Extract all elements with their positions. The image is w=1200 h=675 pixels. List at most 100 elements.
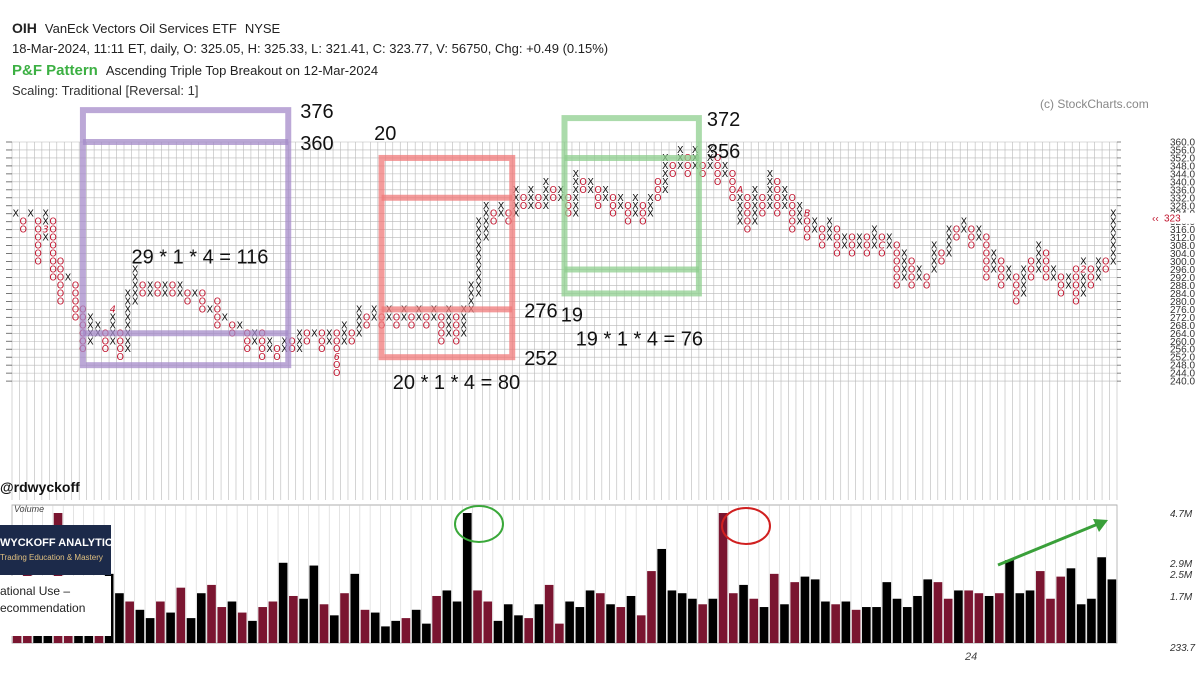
volume-bar [299, 598, 308, 643]
x-box: X [65, 272, 72, 283]
o-box: O [788, 225, 795, 236]
purple-mid-label: 360 [300, 133, 333, 155]
red-low-label: 276 [524, 300, 557, 322]
o-box: O [863, 233, 870, 244]
watermark-handle: @rdwyckoff [0, 479, 80, 495]
o-box: O [57, 280, 64, 291]
x-box: X [356, 304, 363, 315]
volume-bar [831, 604, 840, 643]
x-box: X [192, 288, 199, 299]
volume-bar [1056, 576, 1066, 643]
volume-bar [1087, 598, 1096, 643]
x-box: X [460, 312, 467, 323]
volume-bar [350, 573, 360, 643]
o-box: O [1042, 257, 1049, 268]
o-box: O [102, 336, 109, 347]
x-box: X [1065, 272, 1072, 283]
o-box: O [490, 209, 497, 220]
o-box: O [243, 336, 250, 347]
volume-bar [483, 601, 493, 643]
o-box: O [699, 161, 706, 172]
x-box: X [931, 249, 938, 260]
volume-scale-label: 2.5M [1169, 570, 1193, 581]
x-box: X [1020, 280, 1027, 291]
x-box: X [543, 185, 550, 196]
o-box: O [968, 225, 975, 236]
o-box: O [908, 257, 915, 268]
y-tick-label: 276.0 [1170, 305, 1195, 316]
o-box: O [908, 272, 915, 283]
red-top-label: 20 [374, 123, 396, 145]
o-box: O [654, 193, 661, 204]
last-price-arrows: ‹‹ [1152, 214, 1159, 225]
x-box: X [931, 241, 938, 252]
o-box: O [639, 209, 646, 220]
o-box: O [609, 209, 616, 220]
o-box: O [214, 312, 221, 323]
x-box: X [27, 209, 34, 220]
x-box: X [1050, 265, 1057, 276]
x-box: X [871, 233, 878, 244]
x-box: X [826, 225, 833, 236]
volume-bar [780, 604, 789, 643]
x-box: X [475, 257, 482, 268]
green-mid-label: 356 [707, 141, 740, 163]
x-box: X [543, 201, 550, 212]
o-box: O [669, 169, 676, 180]
volume-bar [872, 607, 881, 643]
y-tick-label: 256.0 [1170, 345, 1195, 356]
x-box: X [752, 193, 759, 204]
volume-bar [677, 593, 687, 643]
o-box: O [818, 241, 825, 252]
volume-bar [493, 620, 503, 643]
o-box: O [893, 241, 900, 252]
o-box: O [288, 344, 295, 355]
x-box: X [677, 161, 684, 172]
o-box: O [199, 288, 206, 299]
x-box: X [1110, 249, 1117, 260]
x-box: X [296, 336, 303, 347]
o-box: O [139, 288, 146, 299]
x-box: X [617, 201, 624, 212]
o-box: O [333, 368, 340, 379]
volume-bar [1066, 568, 1076, 643]
o-box: O [654, 185, 661, 196]
x-box: X [991, 265, 998, 276]
x-box: X [737, 193, 744, 204]
x-box: X [356, 312, 363, 323]
o-box: O [729, 169, 736, 180]
o-box: O [535, 201, 542, 212]
volume-bar [115, 593, 124, 643]
o-box: O [318, 328, 325, 339]
o-box: O [363, 312, 370, 323]
x-box: X [296, 344, 303, 355]
x-box: X [326, 328, 333, 339]
x-box: X [371, 304, 378, 315]
x-box: X [42, 209, 49, 220]
o-box: O [803, 233, 810, 244]
x-box: X [311, 328, 318, 339]
y-tick-label: 356.0 [1170, 145, 1195, 156]
o-box: O [184, 296, 191, 307]
y-tick-label: 336.0 [1170, 185, 1195, 196]
o-box: O [1012, 296, 1019, 307]
volume-bar [636, 615, 646, 643]
o-box: O [303, 336, 310, 347]
x-box: X [901, 249, 908, 260]
volume-bar [237, 612, 247, 643]
x-box: X [124, 296, 131, 307]
x-box: X [1110, 233, 1117, 244]
x-box: X [826, 217, 833, 228]
x-box: X [124, 304, 131, 315]
o-box: O [49, 241, 56, 252]
o-box: O [34, 249, 41, 260]
o-box: O [878, 249, 885, 260]
o-box: O [214, 304, 221, 315]
o-box: O [49, 225, 56, 236]
x-box: X [856, 233, 863, 244]
y-tick-label: 280.0 [1170, 297, 1195, 308]
volume-bar [749, 598, 759, 643]
y-tick-label: 268.0 [1170, 321, 1195, 332]
x-box: X [401, 312, 408, 323]
o-box: O [564, 201, 571, 212]
